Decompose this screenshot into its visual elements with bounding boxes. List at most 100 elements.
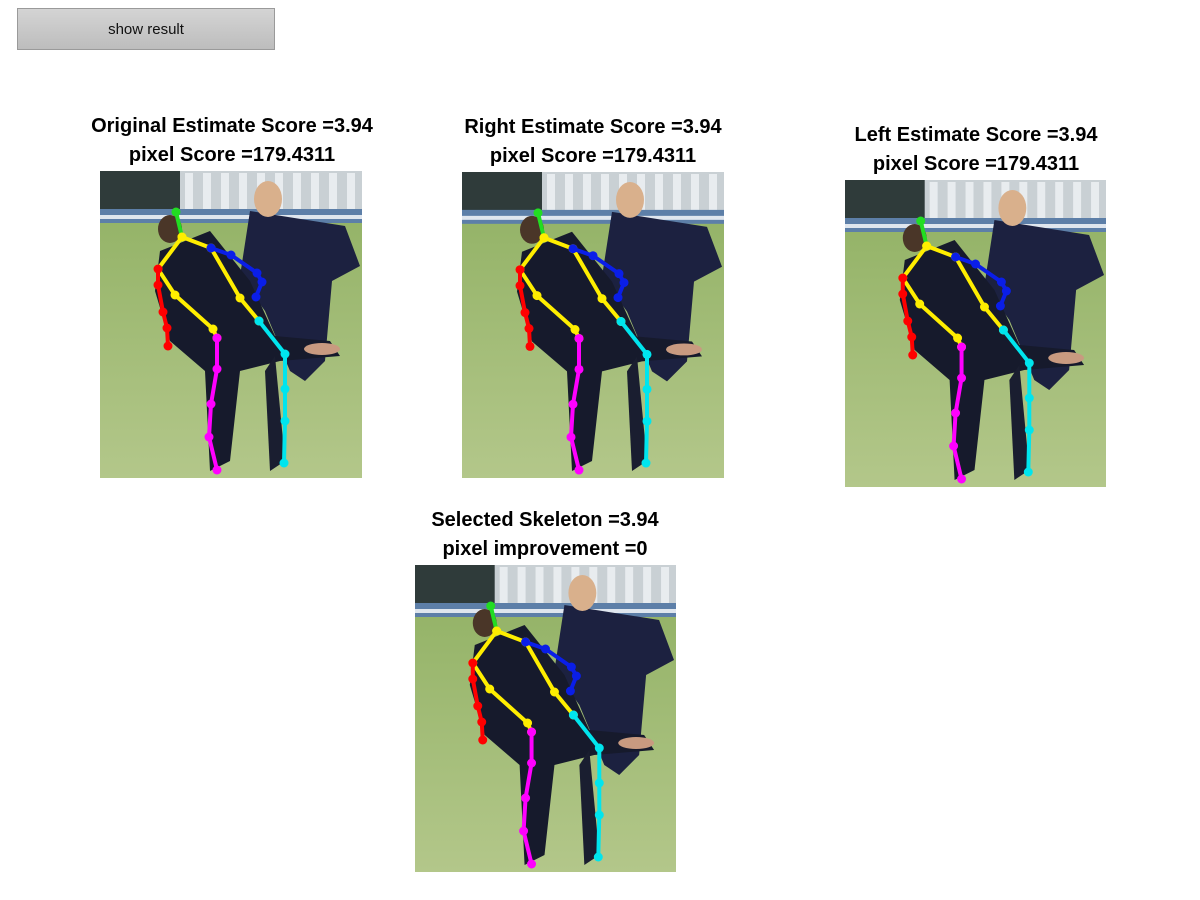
skeleton-joint [574,364,584,374]
skeleton-joint [957,342,967,352]
skeleton-joint [163,341,173,351]
skeleton-joint [922,241,932,251]
skeleton-limb-torso [494,629,576,717]
skeleton-joint [206,399,216,409]
skeleton-joint [519,826,529,836]
skeleton-joint [642,349,652,359]
selected-skeleton-score: Selected Skeleton =3.94 [431,509,659,531]
skeleton-joint [953,333,963,343]
skeleton-joint [257,277,267,287]
skeleton-joint [574,333,584,343]
skeleton-joint [478,735,488,745]
skeleton-joint [523,718,533,728]
skeleton-limb-torso [542,235,623,324]
skeleton-joint [251,292,261,302]
pose-image-svg [415,565,676,872]
original-estimate-score: Original Estimate Score =3.94 [91,115,373,137]
skeleton-joint [619,278,629,288]
skeleton-joint [532,291,542,301]
skeleton-joint [951,408,961,418]
skeleton-joint [594,743,604,753]
left-estimate-image [845,180,1106,487]
skeleton-joint [1023,467,1033,477]
skeleton-joint [1024,358,1034,368]
skeleton-joint [568,244,578,254]
skeleton-joint [641,458,651,468]
skeleton-joint [594,810,604,820]
right-estimate-title: Right Estimate Score =3.94 pixel Score =… [433,113,753,171]
skeleton-joint [515,281,525,291]
skeleton-joint [597,294,607,304]
players-silhouette [155,181,360,471]
skeleton-joint [568,710,578,720]
pixel-improvement: pixel improvement =0 [442,538,648,560]
skeleton-joint [949,441,959,451]
skeleton-joint [915,299,925,309]
skeleton-joint [916,216,926,226]
skeleton-joint [614,269,624,279]
skeleton-joint [280,416,290,426]
skeleton-joint [574,465,584,475]
pose-image-svg [100,171,362,478]
skeleton-joint [521,637,531,647]
skeleton-joint [971,259,980,269]
show-result-button[interactable]: show result [17,8,275,50]
skeleton-joint [252,268,262,278]
players-silhouette [517,181,722,472]
skeleton-joint [570,325,580,334]
selected-skeleton-image [415,565,676,872]
players-silhouette [899,190,1105,480]
skeleton-joint [594,778,604,788]
skeleton-joint [565,686,575,696]
original-estimate-image [100,171,362,478]
skeleton-joint [204,432,214,442]
right-estimate-image [462,172,724,478]
skeleton-joint [549,687,559,697]
left-estimate-title: Left Estimate Score =3.94 pixel Score =1… [826,121,1126,179]
skeleton-joint [613,293,623,303]
skeleton-joint [485,684,495,694]
skeleton-joint [212,364,222,374]
pose-skeleton [898,216,1034,484]
skeleton-joint [468,658,478,668]
skeleton-joint [473,701,483,711]
skeleton-joint [951,252,961,262]
skeleton-joint [520,308,530,318]
skeleton-joint [477,717,487,727]
skeleton-joint [208,324,218,334]
original-pixel-score: pixel Score =179.4311 [128,144,336,166]
skeleton-joint [527,758,537,768]
skeleton-joint [571,671,581,681]
skeleton-joint [996,277,1006,287]
skeleton-joint [235,293,245,303]
skeleton-limb-torso [924,244,1006,332]
skeleton-joint [206,243,216,253]
right-estimate-score: Right Estimate Score =3.94 [464,116,722,138]
skeleton-joint [280,384,290,394]
skeleton-joint [525,341,535,351]
pose-skeleton [515,208,652,475]
pose-image-svg [462,172,724,478]
skeleton-joint [515,265,525,275]
selected-skeleton-title: Selected Skeleton =3.94 pixel improvemen… [395,506,695,564]
skeleton-joint [486,601,496,611]
skeleton-joint [153,264,163,274]
skeleton-joint [153,280,163,290]
skeleton-joint [527,727,537,737]
skeleton-joint [212,333,222,343]
original-estimate-title: Original Estimate Score =3.94 pixel Scor… [62,112,402,170]
pose-skeleton [153,207,290,475]
players-silhouette [469,575,675,865]
skeleton-joint [588,251,598,261]
skeleton-joint [898,289,908,299]
skeleton-joint [979,302,989,312]
skeleton-joint [254,316,264,326]
skeleton-joint [907,332,917,342]
left-pixel-score: pixel Score =179.4311 [872,153,1080,175]
skeleton-joint [642,384,652,394]
skeleton-joint [177,232,187,242]
skeleton-joint [566,432,576,442]
skeleton-joint [957,474,967,484]
skeleton-joint [566,662,576,672]
skeleton-joint [616,317,626,326]
